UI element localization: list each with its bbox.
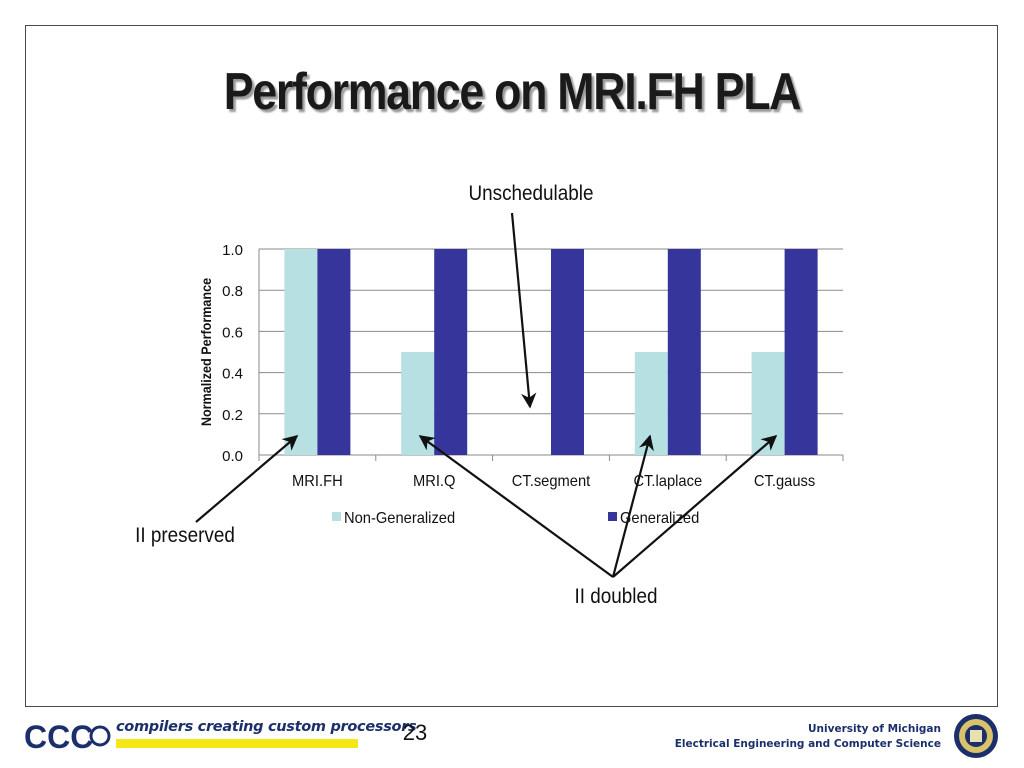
ii-doubled-arrow-ct-gauss — [612, 434, 778, 578]
y-tick-label: 0.0 — [222, 448, 243, 465]
x-tick-label: CT.segment — [512, 472, 591, 490]
university-block: University of Michigan Electrical Engine… — [675, 722, 941, 752]
x-tick-label: CT.gauss — [754, 472, 816, 490]
ii-preserved-arrow — [195, 435, 299, 523]
bar-generalized-mri-fh — [317, 249, 351, 455]
legend-label: Non-Generalized — [344, 509, 455, 527]
bar-generalized-ct-laplace — [667, 249, 701, 455]
y-tick-label: 0.4 — [222, 366, 243, 383]
ccc-logo-text: CCC — [24, 719, 93, 755]
bar-generalized-mri-q — [434, 249, 468, 455]
gear-icon — [89, 725, 111, 747]
university-name: University of Michigan — [808, 723, 941, 735]
tagline-underline — [116, 739, 358, 748]
department-name: Electrical Engineering and Computer Scie… — [674, 738, 941, 750]
bar-non-generalized-ct-gauss — [751, 352, 785, 455]
x-tick-label: MRI.Q — [413, 472, 456, 490]
bar-non-generalized-mri-fh — [284, 249, 318, 455]
legend-swatch — [332, 512, 341, 521]
y-tick-label: 0.2 — [222, 407, 243, 424]
legend-swatch — [608, 512, 617, 521]
ccc-logo: CCC — [24, 719, 111, 755]
y-tick-label: 1.0 — [222, 242, 243, 259]
ii-doubled-arrow-ct-laplace — [611, 434, 654, 578]
bar-generalized-ct-segment — [551, 249, 584, 455]
slide-title: Performance on MRI.FH PLA — [223, 63, 802, 121]
legend-label: Generalized — [620, 509, 699, 527]
slide-frame — [25, 25, 998, 707]
bar-non-generalized-mri-q — [401, 352, 435, 455]
page-number: 23 — [402, 720, 428, 745]
x-tick-label: CT.laplace — [633, 472, 702, 490]
bar-non-generalized-ct-laplace — [634, 352, 668, 455]
y-tick-label: 0.8 — [222, 283, 243, 300]
y-axis-label: Normalized Performance — [198, 278, 214, 426]
y-tick-label: 0.6 — [222, 324, 243, 341]
ii-doubled-annotation: II doubled — [575, 585, 658, 608]
x-tick-label: MRI.FH — [292, 472, 343, 490]
ii-doubled-arrow-mri-q — [418, 435, 614, 578]
unschedulable-arrow — [510, 212, 537, 409]
bar-generalized-ct-gauss — [784, 249, 818, 455]
unschedulable-annotation: Unschedulable — [469, 182, 594, 205]
footer-tagline: compilers creating custom processors — [116, 719, 417, 735]
ii-preserved-annotation: II preserved — [135, 524, 235, 547]
university-seal-icon — [954, 714, 998, 758]
